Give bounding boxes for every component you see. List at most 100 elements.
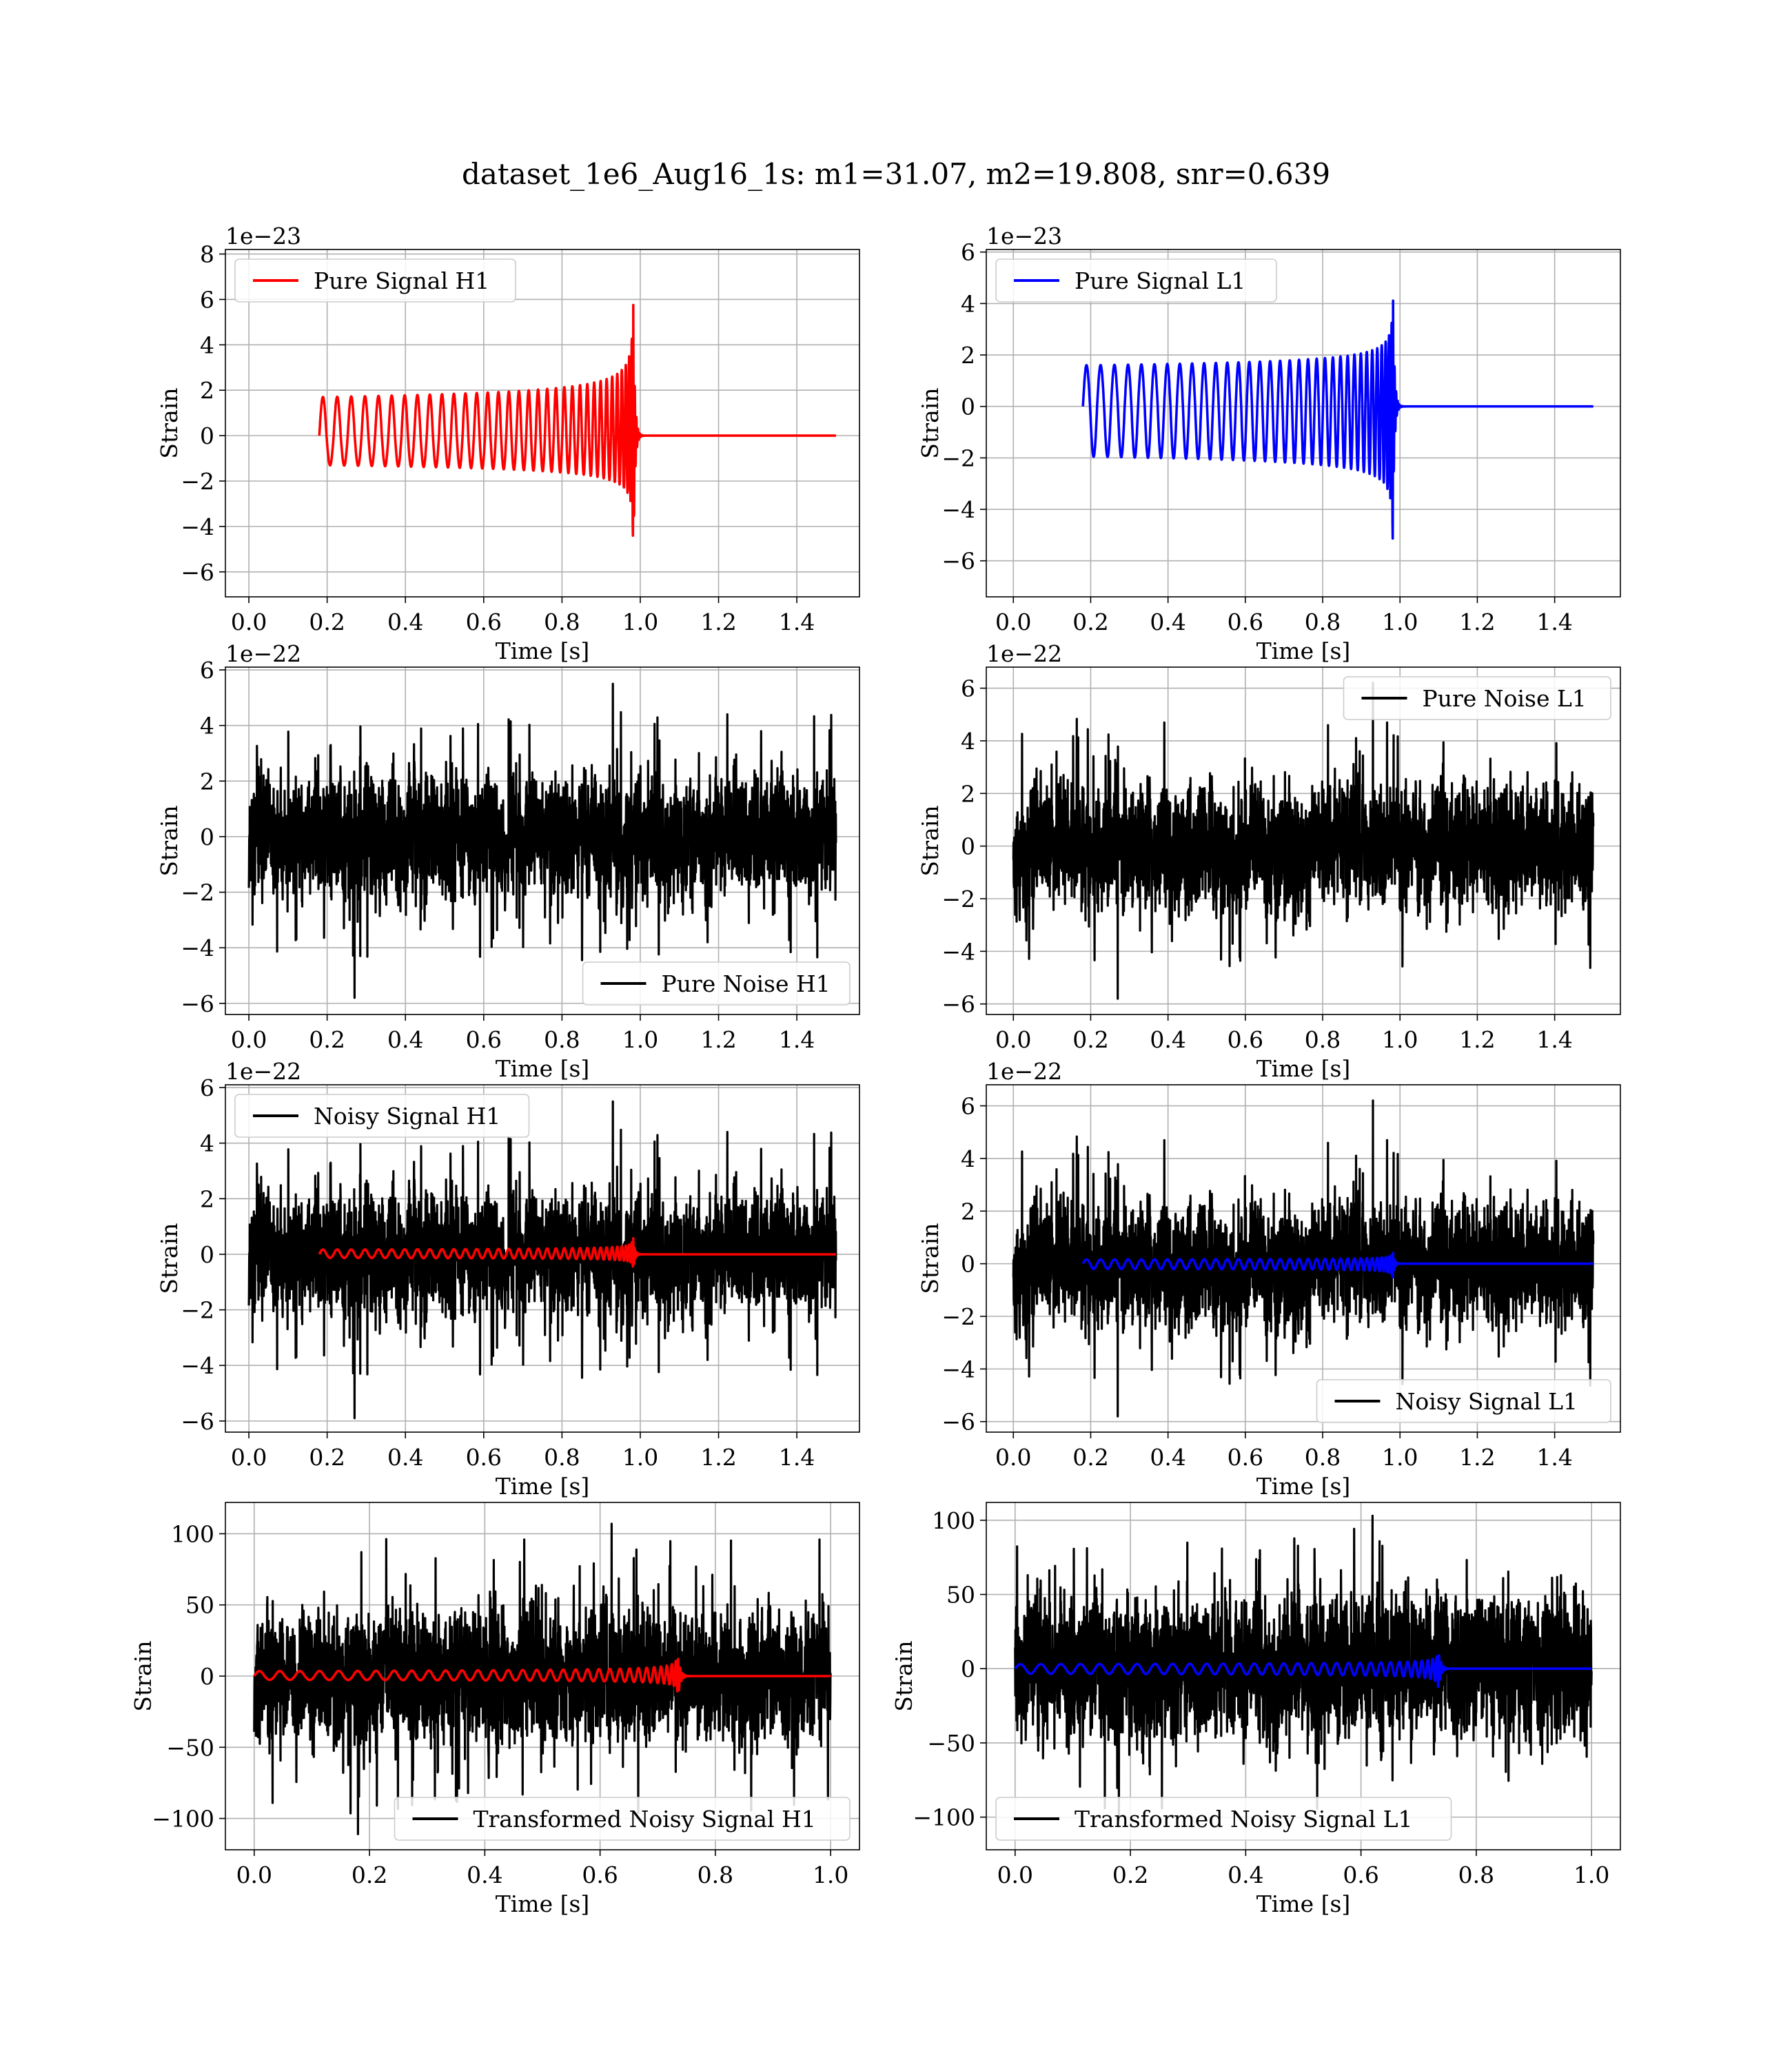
x-tick-label: 1.4	[1536, 609, 1572, 635]
x-tick-label: 0.0	[997, 1861, 1033, 1888]
x-tick-label: 0.0	[231, 609, 267, 635]
y-tick-label: −4	[181, 513, 214, 540]
x-tick-label: 0.6	[466, 1026, 502, 1053]
x-tick-label: 0.6	[1343, 1861, 1378, 1888]
y-tick-label: −6	[181, 559, 214, 586]
x-tick-label: 1.0	[1382, 609, 1418, 635]
y-tick-label: 6	[961, 239, 975, 266]
legend-label: Pure Noise L1	[1423, 685, 1587, 712]
legend: Transformed Noisy Signal L1	[995, 1797, 1452, 1841]
subplot-pure-signal-l1: 0.0 0.2 0.4 0.6 0.8 1.0 1.2 1.4 −6 −4 −2 0 2 4 6 1e−23 T…	[917, 223, 1621, 664]
y-tick-label: 4	[961, 1145, 975, 1172]
subplot-pure-noise-l1: 0.0 0.2 0.4 0.6 0.8 1.0 1.2 1.4 −6 −4 −2 0 2 4 6 1e−22 T…	[917, 640, 1621, 1082]
x-tick-label: 0.8	[1458, 1861, 1494, 1888]
x-tick-label: 0.4	[387, 1026, 423, 1053]
y-tick-label: 0	[200, 422, 214, 449]
x-tick-label: 1.2	[1459, 1026, 1495, 1053]
y-tick-label: −2	[941, 886, 975, 912]
legend-box	[582, 961, 851, 1006]
y-tick-label: −2	[181, 879, 214, 906]
y-axis-label: Strain	[917, 387, 944, 458]
legend: Noisy Signal L1	[1316, 1379, 1611, 1423]
x-tick-label: 0.6	[582, 1861, 618, 1888]
y-tick-label: −6	[181, 990, 214, 1017]
legend-box	[394, 1797, 851, 1841]
x-tick-label: 1.2	[700, 1444, 736, 1471]
y-tick-label: 0	[961, 394, 975, 420]
x-tick-label: 0.0	[995, 609, 1031, 635]
axes-frame	[225, 249, 860, 598]
x-axis-label: Time [s]	[496, 1055, 590, 1082]
y-tick-label: 4	[200, 1130, 214, 1157]
y-tick-label: 0	[961, 833, 975, 860]
y-tick-label: −6	[181, 1408, 214, 1435]
legend-label: Pure Signal H1	[314, 267, 489, 294]
y-axis-label: Strain	[156, 805, 183, 876]
y-tick-label: −50	[927, 1730, 975, 1757]
x-tick-label: 1.0	[1574, 1861, 1609, 1888]
subplot-pure-signal-h1: 0.0 0.2 0.4 0.6 0.8 1.0 1.2 1.4 −6 −4 −2 0 2 4 6 8 1e−23…	[156, 223, 860, 664]
subplot-transformed-noisy-signal-h1: 0.0 0.2 0.4 0.6 0.8 1.0 −100 −50 0 50 100 Time [s] S…	[130, 1502, 860, 1917]
x-tick-label: 0.4	[467, 1861, 502, 1888]
y-tick-label: 6	[200, 286, 214, 313]
y-tick-label: 2	[961, 780, 975, 807]
legend: Transformed Noisy Signal H1	[394, 1797, 851, 1841]
legend-box	[234, 1094, 530, 1138]
axes-frame	[986, 666, 1621, 1015]
x-tick-label: 1.4	[779, 1444, 815, 1471]
subplot-noisy-signal-h1: 0.0 0.2 0.4 0.6 0.8 1.0 1.2 1.4 −6 −4 −2 0 2 4 6 1e−22 T…	[156, 1058, 860, 1500]
x-tick-label: 0.2	[1112, 1861, 1148, 1888]
x-tick-label: 1.4	[1536, 1444, 1572, 1471]
x-tick-label: 0.0	[231, 1444, 267, 1471]
y-tick-label: 6	[200, 657, 214, 684]
x-tick-label: 1.0	[1382, 1026, 1418, 1053]
x-tick-label: 1.0	[813, 1861, 848, 1888]
y-tick-label: 100	[171, 1520, 214, 1547]
subplot-noisy-signal-l1: 0.0 0.2 0.4 0.6 0.8 1.0 1.2 1.4 −6 −4 −2 0 2 4 6 1e−22 T…	[917, 1058, 1621, 1500]
y-axis-label: Strain	[156, 387, 183, 458]
y-tick-label: 2	[200, 1185, 214, 1212]
x-tick-label: 0.4	[387, 609, 423, 635]
x-axis-label: Time [s]	[496, 1890, 590, 1917]
y-tick-label: 4	[961, 290, 975, 317]
axes-frame	[225, 1084, 860, 1433]
axes-frame	[986, 1084, 1621, 1433]
y-tick-label: 8	[200, 241, 214, 268]
y-tick-label: −2	[181, 468, 214, 495]
x-axis-label: Time [s]	[496, 637, 590, 664]
x-tick-label: 1.2	[1459, 609, 1495, 635]
x-tick-label: 1.0	[1382, 1444, 1418, 1471]
x-tick-label: 0.8	[1305, 609, 1341, 635]
y-tick-label: 0	[200, 1663, 214, 1690]
x-tick-label: 0.2	[309, 1444, 345, 1471]
x-tick-label: 1.0	[622, 1026, 658, 1053]
subplot-pure-noise-h1: 0.0 0.2 0.4 0.6 0.8 1.0 1.2 1.4 −6 −4 −2 0 2 4 6 1e−22 T…	[156, 640, 860, 1082]
axes-frame	[225, 666, 860, 1015]
x-tick-label: 0.2	[1072, 609, 1108, 635]
series-line-transformed-noisy-signal-l1-1	[1014, 1654, 1593, 1689]
x-tick-label: 0.0	[995, 1026, 1031, 1053]
x-tick-label: 0.2	[309, 1026, 345, 1053]
x-tick-label: 1.0	[622, 1444, 658, 1471]
figure-title: dataset_1e6_Aug16_1s: m1=31.07, m2=19.80…	[461, 157, 1331, 191]
legend: Pure Signal H1	[234, 258, 516, 303]
subplot-transformed-noisy-signal-l1: 0.0 0.2 0.4 0.6 0.8 1.0 −100 −50 0 50 100 Time [s] S…	[890, 1502, 1621, 1917]
x-tick-label: 0.8	[698, 1861, 733, 1888]
x-tick-label: 0.0	[995, 1444, 1031, 1471]
x-tick-label: 0.6	[466, 609, 502, 635]
y-tick-label: 0	[200, 1241, 214, 1268]
offset-text: 1e−23	[225, 223, 301, 249]
x-tick-label: 0.2	[1072, 1444, 1108, 1471]
x-tick-label: 0.4	[1150, 609, 1185, 635]
legend-label: Transformed Noisy Signal L1	[1075, 1806, 1412, 1833]
y-tick-label: 0	[961, 1655, 975, 1682]
series-line-noisy-signal-h1-1	[318, 1236, 837, 1268]
y-tick-label: 50	[946, 1582, 975, 1609]
x-axis-label: Time [s]	[1256, 1890, 1351, 1917]
y-axis-label: Strain	[917, 1223, 944, 1294]
y-tick-label: 0	[961, 1251, 975, 1278]
y-tick-label: −100	[913, 1804, 975, 1831]
y-tick-label: −4	[181, 1352, 214, 1379]
